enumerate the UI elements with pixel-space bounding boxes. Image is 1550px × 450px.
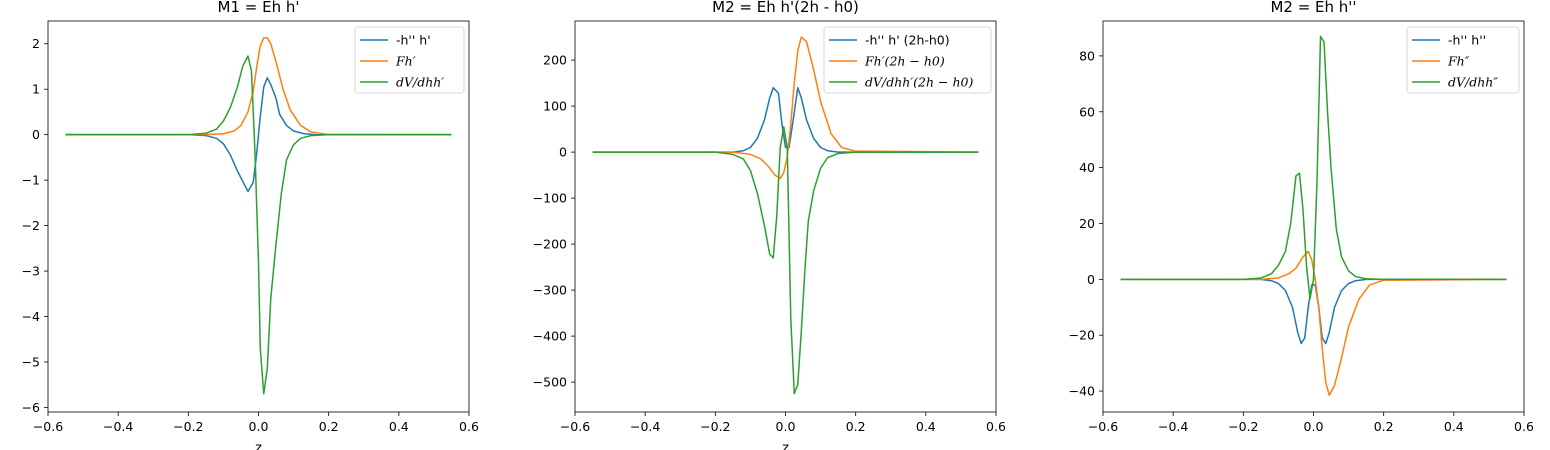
y-tick-label: −20 bbox=[1069, 328, 1095, 343]
legend-label: Fh′ bbox=[395, 54, 416, 69]
series-line-1 bbox=[1120, 278, 1507, 345]
x-tick-label: 0.4 bbox=[916, 419, 936, 434]
y-tick-label: −200 bbox=[533, 237, 567, 252]
x-tick-label: −0.4 bbox=[630, 419, 660, 434]
y-tick-label: 0 bbox=[1087, 272, 1095, 287]
y-tick-label: −100 bbox=[533, 191, 567, 206]
x-tick-label: 0.0 bbox=[249, 419, 269, 434]
x-tick-label: 0.6 bbox=[986, 419, 1006, 434]
x-tick-label: −0.2 bbox=[700, 419, 730, 434]
y-tick-label: 80 bbox=[1079, 48, 1095, 63]
x-axis-label: z bbox=[255, 441, 262, 450]
legend: -h'' h'' Fh″ dV/dhh″ bbox=[1406, 26, 1520, 94]
legend: -h'' h' (2h-h0) Fh′(2h − h0) dV/dhh′(2h − … bbox=[823, 26, 992, 94]
x-tick-label: 0.6 bbox=[459, 419, 479, 434]
x-tick-label: 0.6 bbox=[1514, 419, 1534, 434]
series-line-2 bbox=[65, 37, 452, 136]
x-axis-label: z bbox=[782, 441, 789, 450]
x-tick-label: 0.2 bbox=[319, 419, 339, 434]
y-tick-label: 60 bbox=[1079, 104, 1095, 119]
y-tick-label: −40 bbox=[1069, 384, 1095, 399]
series-line-3 bbox=[65, 55, 452, 395]
y-tick-label: 0 bbox=[559, 145, 567, 160]
x-tick-label: −0.6 bbox=[33, 419, 63, 434]
y-tick-label: −2 bbox=[22, 218, 40, 233]
chart-title: M2 = Eh h'' bbox=[1270, 0, 1356, 16]
chart-panel-1: −0.6 −0.4 −0.2 0.0 0.2 0.4 0.6 −6 −5 −4 −3 −2 −1 0 1 2 M… bbox=[22, 0, 479, 450]
legend-label: -h'' h' (2h-h0) bbox=[865, 33, 950, 48]
x-tick-label: −0.6 bbox=[560, 419, 590, 434]
legend-label: -h'' h'' bbox=[1448, 33, 1486, 48]
y-tick-label: −400 bbox=[533, 329, 567, 344]
x-tick-label: −0.4 bbox=[1158, 419, 1188, 434]
x-tick-label: 0.2 bbox=[846, 419, 866, 434]
legend-box bbox=[823, 26, 992, 94]
series-line-1 bbox=[65, 77, 452, 193]
y-tick-label: −300 bbox=[533, 283, 567, 298]
legend-label: dV/dhh′ bbox=[396, 75, 444, 90]
x-tick-label: 0.4 bbox=[389, 419, 409, 434]
x-tick-label: −0.4 bbox=[103, 419, 133, 434]
x-tick-label: 0.2 bbox=[1374, 419, 1394, 434]
y-tick-label: 2 bbox=[32, 36, 40, 51]
x-tick-label: 0.0 bbox=[1304, 419, 1324, 434]
x-tick-label: −0.2 bbox=[173, 419, 203, 434]
y-tick-label: 40 bbox=[1079, 160, 1095, 175]
series-line-1 bbox=[592, 86, 979, 153]
legend-label: Fh″ bbox=[1447, 54, 1470, 69]
x-tick-label: 0.4 bbox=[1444, 419, 1464, 434]
y-tick-label: 20 bbox=[1079, 216, 1095, 231]
legend-label: dV/dhh′(2h − h0) bbox=[865, 75, 973, 90]
y-tick-label: −6 bbox=[22, 400, 40, 415]
legend-label: Fh′(2h − h0) bbox=[864, 54, 945, 69]
legend-box bbox=[1406, 26, 1520, 94]
chart-title: M2 = Eh h'(2h - h0) bbox=[712, 0, 859, 16]
series-line-3 bbox=[592, 126, 979, 395]
series-line-2 bbox=[1120, 250, 1507, 396]
y-tick-label: −4 bbox=[22, 309, 40, 324]
legend: -h'' h' Fh′ dV/dhh′ bbox=[354, 26, 465, 94]
x-tick-label: −0.6 bbox=[1088, 419, 1118, 434]
y-tick-label: 200 bbox=[543, 53, 567, 68]
legend-label: dV/dhh″ bbox=[1448, 75, 1498, 90]
series-line-3 bbox=[1120, 35, 1507, 300]
y-tick-label: −5 bbox=[22, 354, 40, 369]
y-tick-label: 0 bbox=[32, 127, 40, 142]
chart-title: M1 = Eh h' bbox=[218, 0, 300, 16]
chart-panel-3: −0.6 −0.4 −0.2 0.0 0.2 0.4 0.6 −40 −20 0 20 40 60 80 M… bbox=[1069, 0, 1534, 434]
x-tick-label: −0.2 bbox=[1228, 419, 1258, 434]
y-tick-label: 100 bbox=[543, 99, 567, 114]
x-tick-label: 0.0 bbox=[776, 419, 796, 434]
y-tick-label: −3 bbox=[22, 264, 40, 279]
chart-panel-2: −0.6 −0.4 −0.2 0.0 0.2 0.4 0.6 −500 −400 −300 −200… bbox=[533, 0, 1006, 450]
y-tick-label: −1 bbox=[22, 173, 40, 188]
legend-label: -h'' h' bbox=[396, 33, 431, 48]
legend-box bbox=[354, 26, 465, 94]
series-line-2 bbox=[592, 36, 979, 180]
y-tick-label: 1 bbox=[32, 82, 40, 97]
y-tick-label: −500 bbox=[533, 375, 567, 390]
